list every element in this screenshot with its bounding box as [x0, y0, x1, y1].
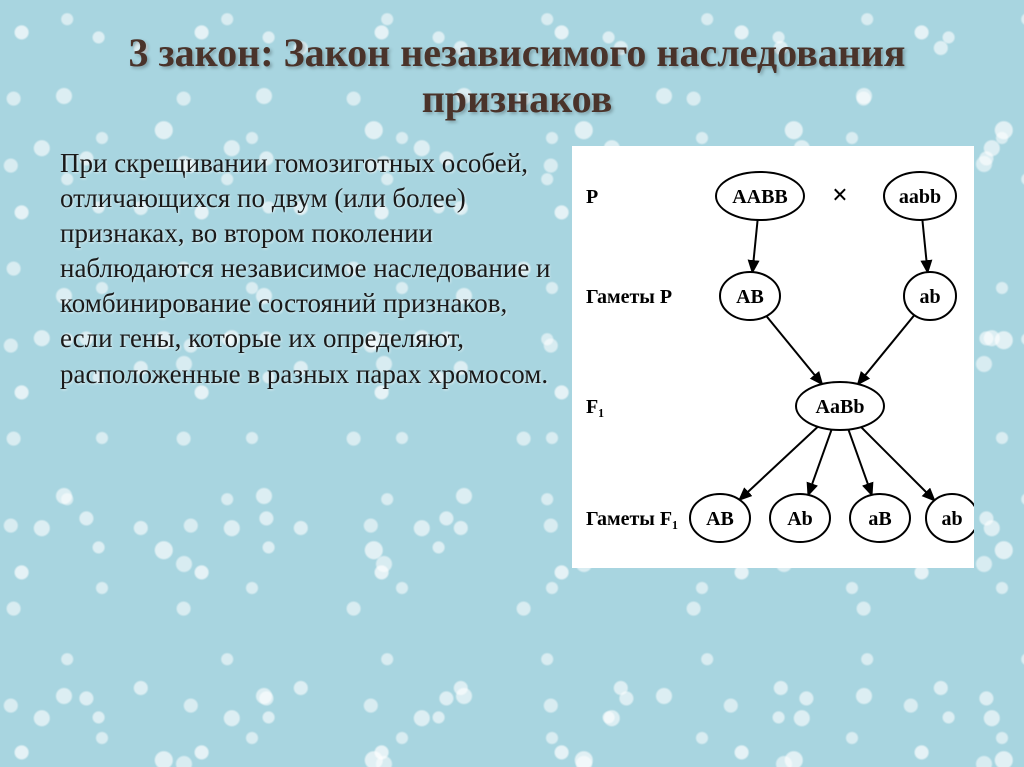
node-label-P1: AABB [732, 186, 788, 208]
arrow-P2-GP2 [922, 220, 927, 272]
node-label-G1: AB [706, 508, 734, 530]
slide-title: 3 закон: Закон независимого наследования… [60, 30, 974, 122]
slide: 3 закон: Закон независимого наследования… [0, 0, 1024, 767]
row-label-GametesP: Гаметы P [586, 286, 672, 308]
node-label-G3: aB [868, 508, 891, 530]
arrow-P1-GP1 [752, 220, 757, 272]
node-label-GP2: ab [919, 286, 940, 308]
arrow-F1n-G3 [848, 430, 871, 495]
arrow-GP1-F1n [766, 316, 822, 384]
arrow-F1n-G2 [808, 430, 831, 495]
node-label-G4: ab [941, 508, 962, 530]
text-column: При скрещивании гомозиготных особей, отл… [60, 146, 558, 392]
node-label-P2: aabb [899, 186, 941, 208]
node-label-F1n: AaBb [816, 396, 865, 418]
arrow-F1n-G1 [740, 427, 818, 500]
cross-symbol: × [832, 180, 848, 211]
row-label-P: P [586, 186, 598, 208]
inheritance-diagram: P Гаметы P F₁ Гаметы F₁ × AABB aabb AB ab AaBb AB A… [572, 146, 974, 568]
arrow-GP2-F1n [858, 315, 914, 384]
row-label-GametesF1: Гаметы F₁ [586, 508, 678, 530]
body-paragraph: При скрещивании гомозиготных особей, отл… [60, 146, 558, 392]
node-label-GP1: AB [736, 286, 764, 308]
arrow-F1n-G4 [861, 427, 934, 500]
node-label-G2: Ab [787, 508, 813, 530]
content-row: При скрещивании гомозиготных особей, отл… [60, 146, 974, 568]
row-label-F1: F₁ [586, 396, 604, 418]
diagram-svg: P Гаметы P F₁ Гаметы F₁ × AABB aabb AB ab AaBb AB A… [572, 146, 974, 568]
